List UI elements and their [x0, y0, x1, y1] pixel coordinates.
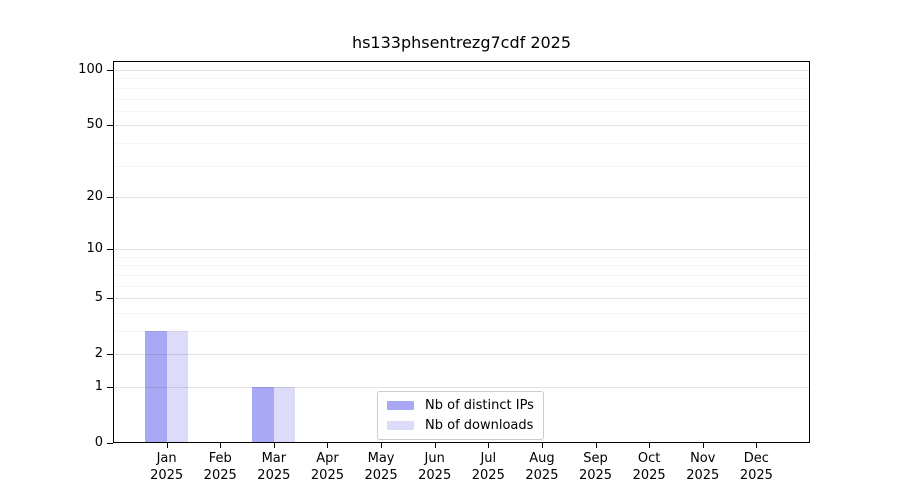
y-tick-label: 20: [86, 188, 103, 204]
x-tick: [649, 443, 651, 448]
x-tick-label: Jun 2025: [403, 450, 467, 484]
y-tick-label: 100: [78, 62, 103, 78]
x-tick-month: Dec: [743, 451, 769, 466]
axes-frame: [113, 61, 810, 443]
x-tick-month: Oct: [637, 451, 661, 466]
x-tick-year: 2025: [632, 468, 666, 483]
x-tick-label: Apr 2025: [295, 450, 359, 484]
y-tick: [107, 443, 113, 444]
x-tick: [541, 443, 543, 448]
x-tick: [166, 443, 168, 448]
gridline-minor: [113, 78, 810, 80]
y-tick-label: 0: [94, 435, 103, 450]
x-tick-label: Jul 2025: [456, 450, 520, 484]
gridline-minor: [113, 87, 810, 89]
x-tick: [434, 443, 436, 448]
legend-swatch: [387, 421, 414, 430]
gridline-major: [113, 70, 810, 72]
x-tick-year: 2025: [578, 468, 613, 483]
y-tick: [107, 354, 113, 356]
x-tick-label: Oct 2025: [617, 450, 681, 484]
gridline-minor: [113, 165, 810, 167]
x-tick-month: Mar: [261, 451, 287, 466]
gridline-major: [113, 125, 810, 127]
x-tick-month: Feb: [208, 451, 232, 466]
y-tick: [107, 298, 113, 300]
x-tick-month: Jan: [156, 451, 177, 466]
y-tick: [107, 70, 113, 72]
gridline-minor: [113, 285, 810, 287]
bar-jan-downloads: [166, 330, 189, 443]
y-tick: [107, 249, 113, 251]
bar-jan-distinct-ips: [145, 330, 167, 443]
x-tick-label: Sep 2025: [564, 450, 628, 484]
x-tick-year: 2025: [364, 468, 398, 483]
x-tick-year: 2025: [739, 468, 773, 483]
x-tick: [702, 443, 704, 448]
gridline-major: [113, 298, 810, 300]
legend-swatch: [387, 401, 414, 410]
x-tick-month: Aug: [529, 451, 555, 466]
x-tick-label: Mar 2025: [242, 450, 306, 484]
legend-label: Nb of distinct IPs: [425, 398, 534, 413]
x-tick-month: Sep: [583, 451, 608, 466]
x-tick-year: 2025: [686, 468, 720, 483]
gridline-minor: [113, 256, 810, 258]
x-tick-month: Jun: [424, 451, 445, 466]
x-tick-month: May: [367, 451, 395, 466]
plot-area: 0 1 2 5 10 20 50 100 Jan 2025 Feb 2025 Mar 2025 Apr 202…: [78, 61, 810, 483]
gridline-minor: [113, 330, 810, 332]
x-tick: [327, 443, 329, 448]
x-tick-year: 2025: [418, 468, 452, 483]
legend-row: Nb of distinct IPs: [387, 397, 534, 414]
y-tick-label: 1: [94, 378, 103, 394]
x-tick: [220, 443, 222, 448]
x-tick-month: Apr: [316, 451, 339, 466]
x-tick-month: Jul: [480, 451, 497, 466]
gridline-minor: [113, 142, 810, 144]
x-tick: [381, 443, 383, 448]
x-tick-month: Nov: [690, 451, 716, 466]
x-tick-year: 2025: [257, 468, 291, 483]
x-tick: [488, 443, 490, 448]
x-tick-year: 2025: [310, 468, 344, 483]
x-tick-year: 2025: [203, 468, 237, 483]
gridline-major: [113, 354, 810, 356]
legend-row: Nb of downloads: [387, 417, 534, 434]
y-tick-label: 50: [86, 117, 103, 133]
x-tick: [273, 443, 275, 448]
y-tick: [107, 196, 113, 198]
bar-mar-downloads: [273, 386, 296, 443]
y-tick-label: 2: [94, 346, 103, 362]
gridline-major: [113, 196, 810, 198]
x-tick-label: Jan 2025: [135, 450, 199, 484]
gridline-major: [113, 249, 810, 251]
bar-mar-distinct-ips: [252, 386, 274, 443]
chart-title: hs133phsentrezg7cdf 2025: [351, 33, 572, 52]
gridline-major: [113, 386, 810, 388]
gridline-minor: [113, 110, 810, 112]
y-tick-label: 5: [94, 290, 103, 306]
gridline-minor: [113, 265, 810, 267]
x-tick-label: Feb 2025: [188, 450, 252, 484]
y-tick: [107, 125, 113, 127]
legend-label: Nb of downloads: [425, 418, 534, 433]
x-tick-label: May 2025: [349, 450, 413, 484]
legend: Nb of distinct IPs Nb of downloads: [377, 391, 544, 440]
x-tick-label: Aug 2025: [510, 450, 574, 484]
y-tick: [107, 386, 113, 388]
gridline-minor: [113, 312, 810, 314]
gridline-minor: [113, 98, 810, 100]
x-tick-year: 2025: [471, 468, 505, 483]
x-tick: [595, 443, 597, 448]
y-tick-label: 10: [86, 241, 103, 257]
gridline-minor: [113, 274, 810, 276]
x-tick: [756, 443, 758, 448]
x-tick-label: Nov 2025: [671, 450, 735, 484]
x-tick-year: 2025: [150, 468, 184, 483]
x-tick-year: 2025: [525, 468, 559, 483]
x-tick-label: Dec 2025: [724, 450, 788, 484]
